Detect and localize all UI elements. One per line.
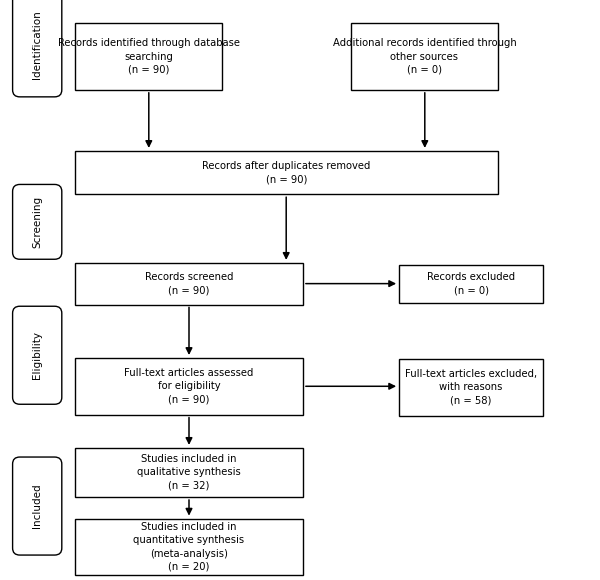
FancyBboxPatch shape bbox=[75, 151, 498, 194]
FancyBboxPatch shape bbox=[75, 448, 303, 497]
FancyBboxPatch shape bbox=[13, 184, 62, 259]
Text: Full-text articles excluded,
with reasons
(n = 58): Full-text articles excluded, with reason… bbox=[405, 369, 537, 405]
FancyBboxPatch shape bbox=[399, 265, 543, 303]
Text: Records after duplicates removed
(n = 90): Records after duplicates removed (n = 90… bbox=[202, 161, 371, 184]
FancyBboxPatch shape bbox=[13, 306, 62, 404]
FancyBboxPatch shape bbox=[399, 359, 543, 416]
FancyBboxPatch shape bbox=[75, 519, 303, 575]
FancyBboxPatch shape bbox=[75, 358, 303, 415]
Text: Records excluded
(n = 0): Records excluded (n = 0) bbox=[427, 273, 515, 296]
FancyBboxPatch shape bbox=[13, 457, 62, 555]
Text: Additional records identified through
other sources
(n = 0): Additional records identified through ot… bbox=[332, 38, 517, 75]
Text: Studies included in
quantitative synthesis
(meta-analysis)
(n = 20): Studies included in quantitative synthes… bbox=[133, 522, 245, 572]
Text: Eligibility: Eligibility bbox=[32, 331, 42, 379]
FancyBboxPatch shape bbox=[75, 263, 303, 304]
Text: Screening: Screening bbox=[32, 196, 42, 248]
Text: Records screened
(n = 90): Records screened (n = 90) bbox=[145, 272, 233, 295]
FancyBboxPatch shape bbox=[13, 0, 62, 97]
FancyBboxPatch shape bbox=[75, 23, 222, 90]
Text: Full-text articles assessed
for eligibility
(n = 90): Full-text articles assessed for eligibil… bbox=[124, 368, 254, 404]
Text: Identification: Identification bbox=[32, 10, 42, 79]
Text: Records identified through database
searching
(n = 90): Records identified through database sear… bbox=[58, 38, 239, 75]
Text: Included: Included bbox=[32, 484, 42, 528]
FancyBboxPatch shape bbox=[351, 23, 498, 90]
Text: Studies included in
qualitative synthesis
(n = 32): Studies included in qualitative synthesi… bbox=[137, 454, 241, 491]
